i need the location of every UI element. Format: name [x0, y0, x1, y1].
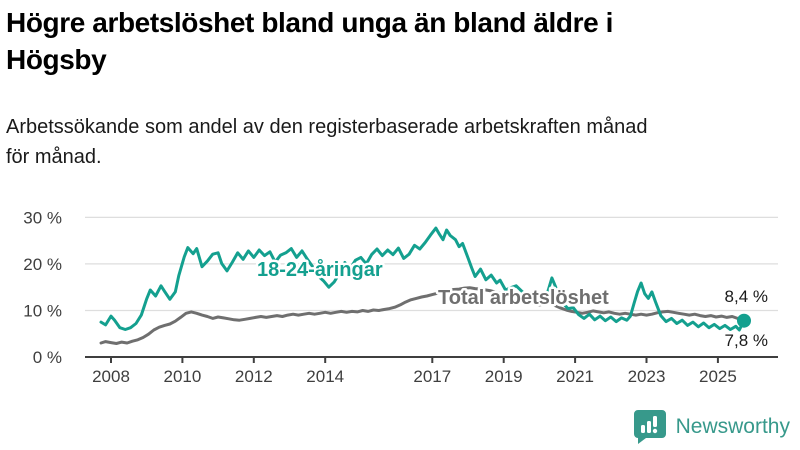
x-axis-label: 2017: [413, 367, 451, 386]
x-axis-label: 2014: [306, 367, 344, 386]
x-axis-label: 2025: [699, 367, 737, 386]
y-axis-label: 20 %: [23, 255, 62, 274]
x-axis-label: 2019: [485, 367, 523, 386]
x-axis: 2008 2010 2012 2014 2017 2019 2021 2023 2025: [85, 356, 778, 386]
x-axis-label: 2008: [92, 367, 130, 386]
x-axis-label: 2023: [628, 367, 666, 386]
chart-title: Högre arbetslöshet bland unga än bland ä…: [6, 4, 794, 78]
x-axis-label: 2012: [235, 367, 273, 386]
y-axis-label: 30 %: [23, 208, 62, 227]
end-value-label: 7,8 %: [725, 331, 768, 350]
latest-value-dot: [737, 313, 751, 328]
x-axis-label: 2010: [163, 367, 201, 386]
y-axis-labels: 30 % 20 % 10 % 0 %: [23, 208, 62, 367]
y-axis-label: 0 %: [33, 348, 62, 367]
series-label: Total arbetslöshet: [438, 287, 609, 309]
subtitle-line-2: för månad.: [6, 146, 102, 168]
end-value-label: 8,4 %: [725, 287, 768, 306]
x-axis-label: 2021: [556, 367, 594, 386]
subtitle-line-1: Arbetssökande som andel av den registerb…: [6, 116, 648, 138]
series-line-youth: [99, 226, 746, 332]
series-annotations: Total arbetslöshet 8,4 % 18-24-åringar 7,8 …: [255, 256, 771, 353]
series-line-total: [99, 286, 746, 345]
unemployment-line-chart: 30 % 20 % 10 % 0 % 2008 2010 2012 2014 2017 2019…: [23, 208, 778, 386]
series-label: 18-24-åringar: [257, 258, 383, 281]
title-line-2: Högsby: [6, 44, 107, 75]
chart-subtitle: Arbetssökande som andel av den registerb…: [6, 112, 794, 172]
newsworthy-speech-bubble-bar-chart-icon: [633, 410, 666, 444]
series-lines: [99, 226, 751, 345]
logo-text: Newsworthy: [675, 414, 790, 438]
y-axis-label: 10 %: [23, 302, 62, 321]
newsworthy-logo[interactable]: Newsworthy: [632, 408, 790, 445]
title-line-1: Högre arbetslöshet bland unga än bland ä…: [6, 7, 614, 38]
